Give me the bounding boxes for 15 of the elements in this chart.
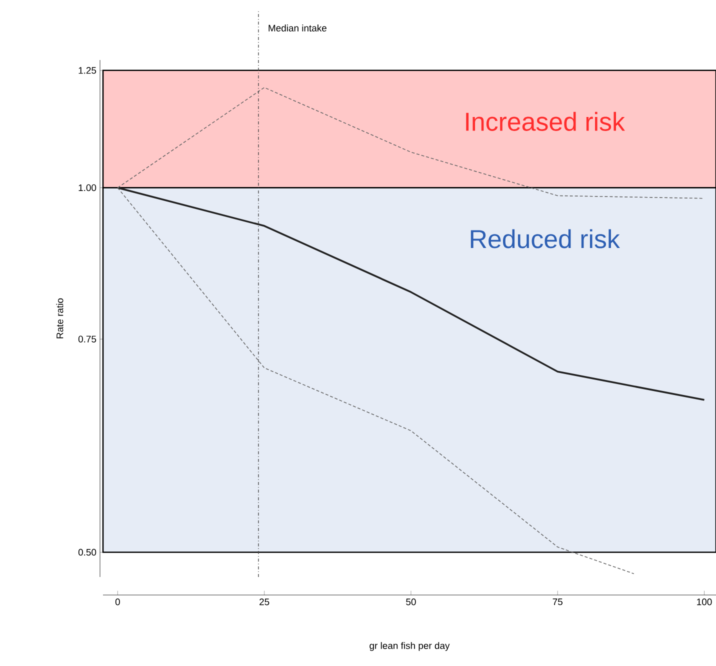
x-axis-title: gr lean fish per day	[370, 642, 450, 651]
x-tick-label: 0	[115, 598, 120, 606]
x-tick-label: 25	[260, 598, 270, 606]
ref-line-label: Median intake	[268, 24, 326, 32]
line-series	[116, 186, 706, 401]
y-axis-title: Rate ratio	[56, 298, 64, 338]
band-label: Increased risk	[466, 112, 625, 131]
y-tick-label: 0.75	[78, 336, 96, 342]
x-tick-label: 50	[406, 598, 416, 606]
x-tick-label: 75	[552, 598, 562, 606]
y-tick-label: 0.50	[78, 548, 96, 556]
y-tick-label: 1.00	[78, 184, 96, 192]
x-tick-label: 100	[697, 598, 712, 606]
y-tick-label: 1.25	[78, 67, 96, 74]
band-label: Reduced risk	[470, 229, 620, 248]
